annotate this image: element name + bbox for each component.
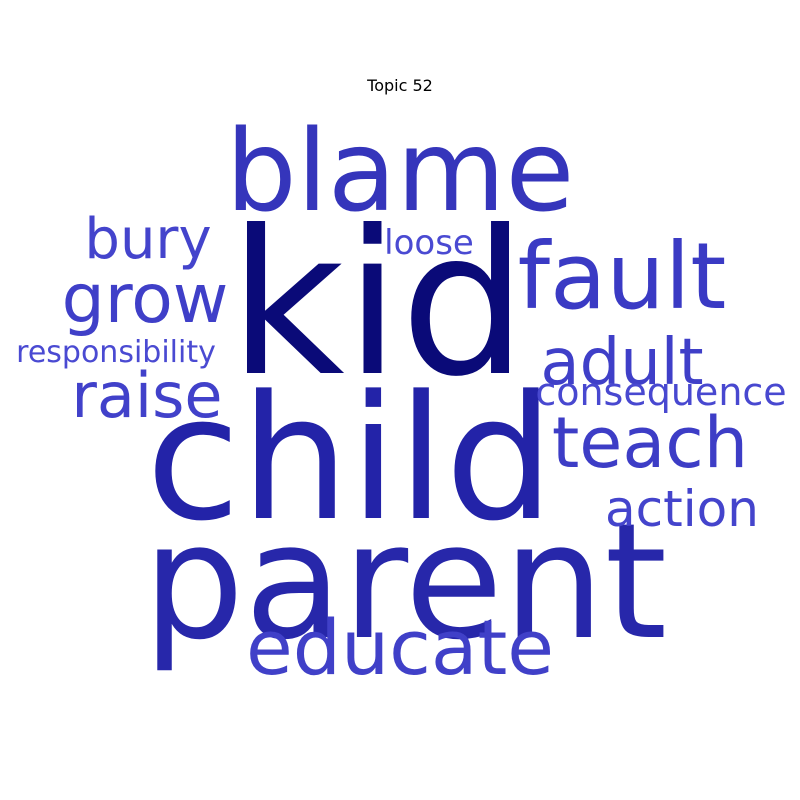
word-bury: bury [84, 207, 211, 272]
word-blame: blame [226, 107, 575, 237]
word-fault: fault [518, 223, 727, 330]
word-kid: kid [229, 188, 527, 421]
word-loose: loose [384, 223, 474, 263]
word-action: action [605, 480, 759, 538]
word-child: child [146, 358, 554, 559]
word-responsibility: responsibility [16, 335, 216, 370]
word-teach: teach [552, 402, 748, 484]
word-parent: parent [143, 488, 667, 675]
word-educate: educate [246, 603, 554, 692]
word-consequence: consequence [535, 370, 786, 414]
chart-title: Topic 52 [367, 76, 433, 95]
word-grow: grow [62, 260, 229, 339]
word-adult: adult [540, 326, 703, 400]
word-raise: raise [71, 359, 222, 432]
